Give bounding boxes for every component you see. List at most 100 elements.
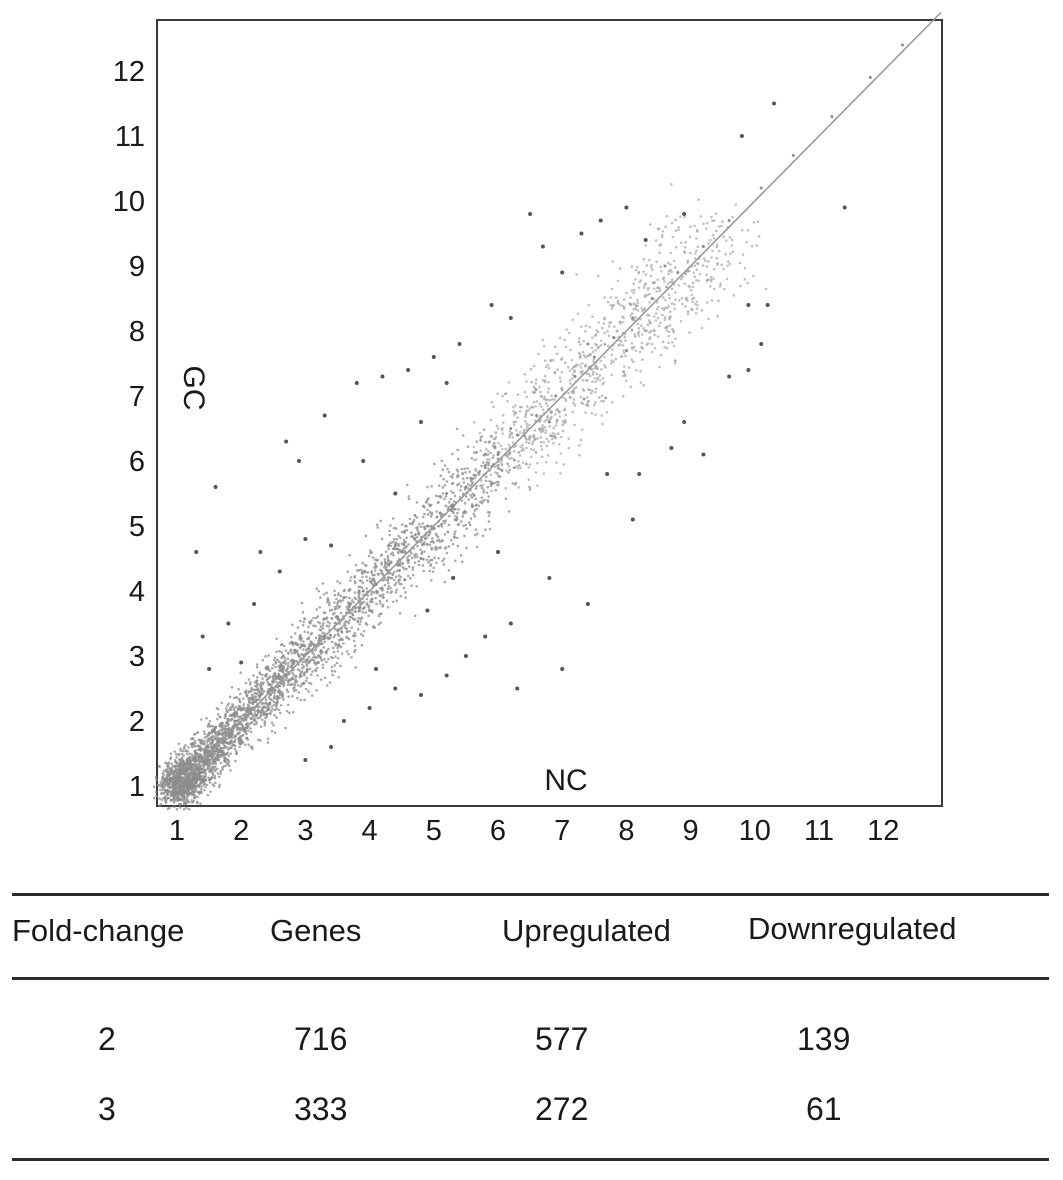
cloud-point xyxy=(449,475,453,478)
cloud-point xyxy=(427,560,430,564)
cloud-point xyxy=(581,362,584,365)
cloud-point xyxy=(514,483,517,486)
cloud-point xyxy=(416,555,419,559)
cloud-point xyxy=(505,469,508,472)
cloud-point xyxy=(667,330,671,334)
cloud-point xyxy=(618,303,621,306)
cloud-point xyxy=(272,672,276,676)
x-tick-label: 5 xyxy=(426,815,442,847)
cloud-point xyxy=(301,660,305,664)
cloud-point xyxy=(262,681,265,685)
cloud-point xyxy=(172,805,176,808)
cloud-point xyxy=(716,315,719,318)
cloud-point xyxy=(669,251,673,255)
cloud-point xyxy=(168,773,171,776)
cloud-point xyxy=(255,665,259,669)
cloud-point xyxy=(404,596,408,599)
cloud-point xyxy=(512,466,516,469)
cloud-point xyxy=(501,414,505,417)
cloud-point xyxy=(187,746,190,749)
cloud-point xyxy=(347,621,350,625)
cloud-point xyxy=(666,282,670,285)
cloud-point xyxy=(653,346,657,350)
cloud-point xyxy=(307,625,310,629)
outlier-point xyxy=(354,381,359,385)
cloud-point xyxy=(734,203,738,206)
cloud-point xyxy=(281,695,284,699)
cloud-point xyxy=(260,688,263,692)
cloud-point xyxy=(333,633,337,637)
cloud-point xyxy=(341,598,345,602)
cloud-point xyxy=(507,443,511,447)
cloud-point xyxy=(695,268,699,272)
cloud-point xyxy=(378,587,382,590)
cloud-point xyxy=(594,387,598,391)
cloud-point xyxy=(210,755,213,759)
cloud-point xyxy=(612,360,615,363)
cloud-point xyxy=(665,346,669,350)
cloud-point xyxy=(361,561,364,565)
cloud-point xyxy=(724,252,727,256)
cloud-point xyxy=(336,646,339,650)
cloud-point xyxy=(391,573,395,577)
cloud-point xyxy=(180,786,183,789)
cloud-point xyxy=(170,790,174,794)
cloud-point xyxy=(230,713,234,717)
cloud-point xyxy=(365,601,369,605)
outlier-point xyxy=(643,238,648,242)
cloud-point xyxy=(345,605,349,609)
cloud-point xyxy=(622,349,625,352)
cloud-point xyxy=(414,533,417,536)
data-point xyxy=(201,778,205,781)
cloud-point xyxy=(344,620,347,623)
cloud-point xyxy=(433,556,436,560)
cloud-point xyxy=(722,267,725,271)
cloud-point xyxy=(527,436,531,440)
cloud-point xyxy=(541,424,544,427)
cloud-point xyxy=(647,319,651,322)
cloud-point xyxy=(648,223,652,226)
cloud-point xyxy=(451,452,454,456)
cloud-point xyxy=(591,370,595,374)
cloud-point xyxy=(597,396,601,399)
cloud-point xyxy=(336,632,340,636)
cloud-point xyxy=(247,697,250,701)
cloud-point xyxy=(546,404,549,407)
y-tick-label: 3 xyxy=(129,641,145,673)
cloud-point xyxy=(475,503,478,506)
cloud-point xyxy=(558,376,562,380)
data-point xyxy=(348,602,352,606)
cloud-point xyxy=(488,511,491,514)
cloud-point xyxy=(303,630,306,633)
cloud-point xyxy=(279,663,282,667)
cloud-point xyxy=(272,700,276,704)
cloud-point xyxy=(588,374,592,378)
cloud-point xyxy=(482,491,486,494)
cloud-point xyxy=(445,480,449,483)
cloud-point xyxy=(214,734,218,737)
cloud-point xyxy=(640,324,643,327)
cloud-point xyxy=(293,683,297,687)
cloud-point xyxy=(403,578,407,582)
cloud-point xyxy=(494,488,498,492)
cloud-point xyxy=(208,719,212,723)
cloud-point xyxy=(348,629,351,633)
cloud-point xyxy=(490,489,493,493)
row2-fold-change: 3 xyxy=(98,1091,116,1127)
cloud-point xyxy=(367,614,370,618)
cloud-point xyxy=(425,558,429,562)
cloud-point xyxy=(630,289,634,292)
cloud-point xyxy=(528,488,532,491)
cloud-point xyxy=(314,669,318,673)
cloud-point xyxy=(582,339,585,343)
cloud-point xyxy=(405,536,408,540)
cloud-point xyxy=(269,712,272,716)
cloud-point xyxy=(219,761,223,765)
cloud-point xyxy=(360,616,364,620)
outlier-point xyxy=(444,673,449,678)
cloud-point xyxy=(578,444,581,447)
cloud-point xyxy=(645,264,649,267)
cloud-point xyxy=(317,654,320,658)
cloud-point xyxy=(166,796,170,800)
cloud-point xyxy=(179,747,182,751)
